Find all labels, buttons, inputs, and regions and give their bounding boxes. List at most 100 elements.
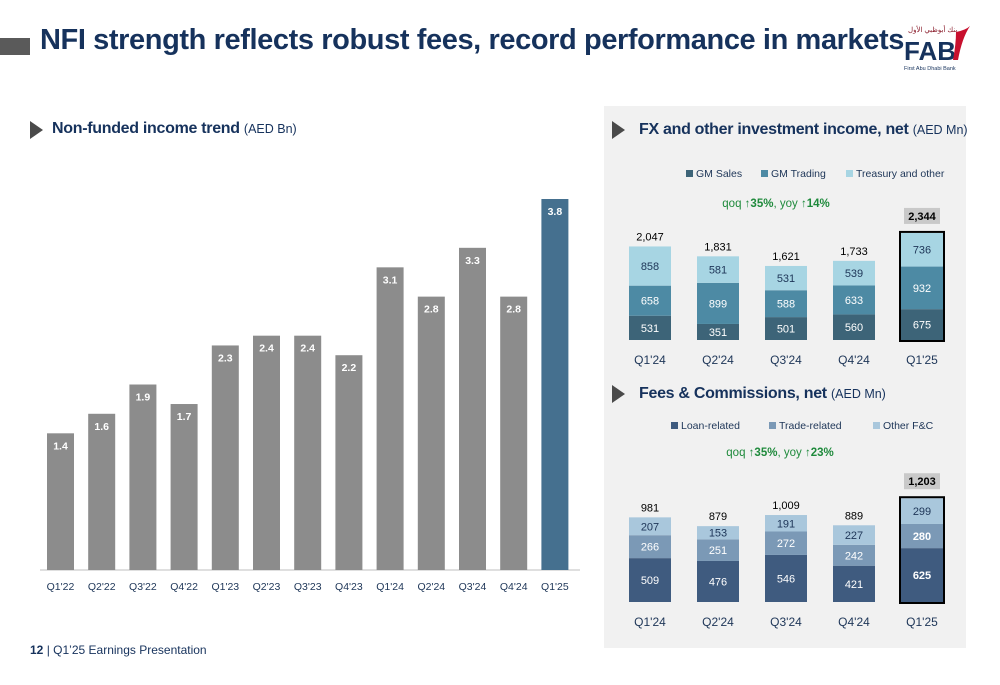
fx-highlight-outline <box>899 230 945 342</box>
logo-subtext: First Abu Dhabi Bank <box>904 66 956 72</box>
nfi-category-label: Q2'24 <box>417 581 445 593</box>
fees-segment-label: 476 <box>709 576 727 588</box>
fx-total-label: 2,047 <box>636 231 664 243</box>
fees-segment-label: 546 <box>777 573 795 585</box>
fx-segment-label: 531 <box>641 323 659 335</box>
fees-section-unit: (AED Mn) <box>830 387 886 401</box>
fees-section-title-text: Fees & Commissions, net <box>639 385 827 402</box>
page-number: 12 <box>30 643 44 657</box>
fx-income-chart: GM Sales GM Trading Treasury and other qoq … <box>629 168 945 367</box>
page-title: NFI strength reflects robust fees, recor… <box>40 24 904 56</box>
fx-legend-swatch <box>846 170 853 177</box>
nfi-trend-chart: 1.4 Q1'22 1.6 Q2'22 1.9 Q3'22 1.7 Q4'22 2.3 Q1'23… <box>40 199 580 593</box>
left-section-unit: (AED Bn) <box>243 122 297 136</box>
fees-total-label: 879 <box>709 511 727 523</box>
fees-legend-label: Loan-related <box>681 420 740 432</box>
fx-legend-label: GM Sales <box>696 168 742 180</box>
nfi-category-label: Q4'23 <box>335 581 363 593</box>
fees-total-label: 1,203 <box>908 476 936 488</box>
fees-segment-label: 509 <box>641 575 659 587</box>
fx-segment <box>765 317 807 340</box>
nfi-category-label: Q3'24 <box>459 581 487 593</box>
fees-total-label: 1,009 <box>772 500 800 512</box>
fx-segment <box>833 260 875 286</box>
fees-segment <box>833 544 875 566</box>
fx-segment <box>901 309 943 340</box>
nfi-category-label: Q1'22 <box>47 581 75 593</box>
nfi-value-label: 3.1 <box>383 274 398 286</box>
logo-swoosh-icon <box>953 26 970 60</box>
nfi-bar <box>417 296 445 570</box>
fx-legend-swatch <box>761 170 768 177</box>
fab-logo: بنك أبوظبي الأول FAB First Abu Dhabi Ban… <box>904 24 970 72</box>
fees-segment <box>901 498 943 524</box>
nfi-value-label: 2.4 <box>300 343 315 355</box>
fx-section-unit: (AED Mn) <box>912 123 968 137</box>
fx-section-title: FX and other investment income, net (AED… <box>639 121 968 139</box>
nfi-bar <box>211 345 239 570</box>
fees-commissions-chart: Loan-related Trade-related Other F&C qoq ↑3… <box>629 420 945 629</box>
fx-segment <box>629 285 671 316</box>
fees-segment <box>833 525 875 545</box>
fx-segment-label: 658 <box>641 296 659 308</box>
fees-segment <box>901 523 943 549</box>
fees-category-label: Q3'24 <box>770 615 802 629</box>
fees-segment-label: 227 <box>845 530 863 542</box>
fx-segment <box>901 266 943 310</box>
fees-segment-label: 191 <box>777 518 795 530</box>
fees-segment <box>901 548 943 602</box>
fees-segment <box>629 535 671 559</box>
fx-growth-text: qoq ↑35%, yoy ↑14% <box>722 198 829 210</box>
fees-segment <box>765 531 807 555</box>
fx-total-label: 1,621 <box>772 251 800 263</box>
fees-legend-swatch <box>873 422 880 429</box>
nfi-bar <box>376 267 404 570</box>
fx-segment <box>765 290 807 318</box>
left-section-title-text: Non-funded income trend <box>52 120 240 137</box>
nfi-value-label: 1.6 <box>94 421 109 433</box>
fx-section-title-text: FX and other investment income, net <box>639 121 909 138</box>
fx-segment-label: 531 <box>777 273 795 285</box>
nfi-bar <box>47 433 74 570</box>
nfi-bar <box>253 335 280 570</box>
fx-segment-label: 858 <box>641 261 659 273</box>
fx-legend-swatch <box>686 170 693 177</box>
fx-segment-label: 736 <box>913 245 931 257</box>
nfi-bar <box>170 404 198 570</box>
fees-segment <box>765 554 807 602</box>
fx-category-label: Q3'24 <box>770 353 802 367</box>
fees-category-label: Q1'25 <box>906 615 938 629</box>
fx-segment-label: 351 <box>709 327 727 339</box>
fx-segment-label: 588 <box>777 299 795 311</box>
fx-segment <box>697 323 739 340</box>
fees-segment <box>765 515 807 532</box>
fx-segment <box>833 314 875 340</box>
fx-category-label: Q1'24 <box>634 353 666 367</box>
nfi-bar <box>335 355 363 570</box>
nfi-value-label: 1.4 <box>53 440 68 452</box>
fx-segment <box>765 265 807 291</box>
fees-category-label: Q1'24 <box>634 615 666 629</box>
fx-segment <box>697 256 739 283</box>
fx-segment <box>901 232 943 267</box>
nfi-value-label: 2.8 <box>506 304 521 316</box>
footer-separator: | <box>46 643 50 657</box>
fx-segment-label: 560 <box>845 322 863 334</box>
nfi-bar <box>294 335 322 570</box>
nfi-bar <box>500 296 528 570</box>
nfi-bar <box>88 413 116 570</box>
nfi-category-label: Q1'23 <box>211 581 239 593</box>
fx-section-arrow-icon <box>612 121 625 139</box>
fees-segment <box>629 558 671 602</box>
fx-segment-label: 501 <box>777 324 795 336</box>
fx-total-label: 2,344 <box>908 211 936 223</box>
fx-segment <box>697 282 739 324</box>
fees-segment <box>697 526 739 540</box>
nfi-bar <box>541 199 569 570</box>
fees-segment <box>629 517 671 536</box>
fees-section-title: Fees & Commissions, net (AED Mn) <box>639 385 886 403</box>
nfi-category-label: Q3'22 <box>129 581 157 593</box>
nfi-category-label: Q1'25 <box>541 581 569 593</box>
nfi-value-label: 2.4 <box>259 343 274 355</box>
nfi-category-label: Q1'24 <box>376 581 404 593</box>
